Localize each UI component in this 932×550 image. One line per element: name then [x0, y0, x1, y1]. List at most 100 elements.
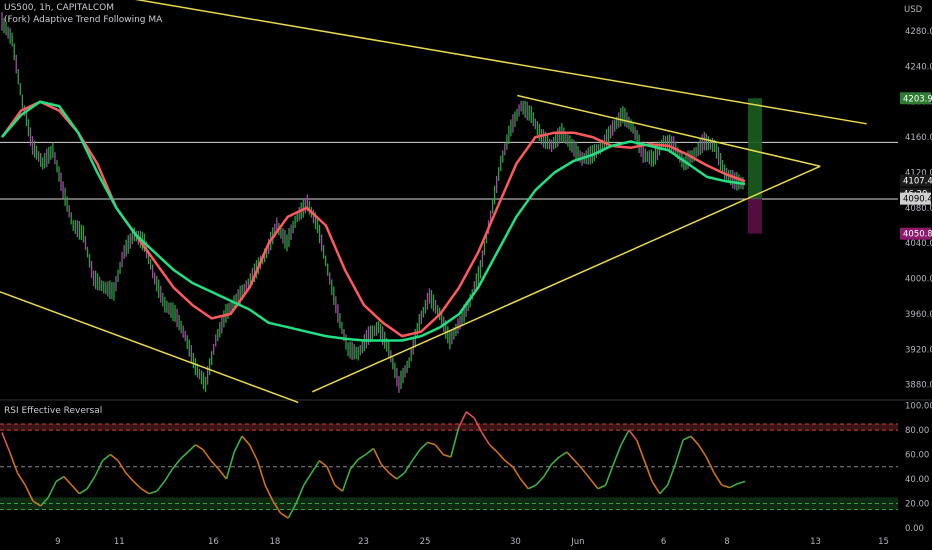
- rsi-segment: [434, 444, 444, 456]
- price-tick-label: 4120.0: [905, 168, 932, 178]
- time-tick-label: 15: [878, 537, 889, 547]
- trendline-triangle_top: [517, 94, 821, 168]
- rsi-segment: [465, 411, 475, 419]
- rsi-segment: [597, 484, 607, 490]
- rsi-segment: [635, 439, 646, 461]
- target-price-label: 4203.9: [900, 92, 932, 105]
- rsi-segment: [450, 427, 460, 458]
- long-target-zone: [748, 98, 762, 199]
- rsi-segment: [427, 441, 436, 446]
- rsi-segment: [55, 475, 65, 483]
- rsi-tick-label: 60.00: [905, 451, 929, 461]
- rsi-segment: [47, 481, 57, 498]
- rsi-tick-label: 40.00: [905, 475, 929, 485]
- rsi-segment: [280, 512, 289, 519]
- rsi-segment: [489, 444, 498, 453]
- trendline-upper_channel: [134, 0, 867, 125]
- rsi-segment: [125, 472, 135, 482]
- time-tick-label: 9: [55, 537, 60, 547]
- rsi-segment: [32, 500, 42, 507]
- rsi-segment: [187, 444, 197, 453]
- rsi-segment: [210, 460, 220, 470]
- trendlines: [0, 0, 867, 404]
- trendline-triangle_bottom: [311, 165, 821, 393]
- rsi-segment: [248, 444, 259, 462]
- rsi-segment: [326, 466, 336, 486]
- rsi-segment: [473, 417, 483, 433]
- rsi-segment: [442, 453, 452, 458]
- rsi-segment: [403, 460, 413, 474]
- rsi-segment: [117, 460, 127, 474]
- price-tick-label: 3920.0: [905, 345, 932, 355]
- rsi-segment: [589, 478, 599, 490]
- moving-averages: [0, 100, 746, 342]
- rsi-segment: [651, 481, 661, 495]
- position-zones: [748, 98, 762, 234]
- rsi-segment: [109, 453, 119, 462]
- time-axis[interactable]: 9 11 16 18 23 25 30 Jun 6 8 13 15: [55, 537, 889, 547]
- rsi-segment: [620, 429, 630, 446]
- rsi-segment: [16, 472, 26, 486]
- rsi-segment: [133, 480, 142, 490]
- rsi-segment: [334, 484, 344, 492]
- rsi-segment: [287, 503, 297, 519]
- time-tick-label: Jun: [570, 537, 584, 547]
- rsi-segment: [643, 460, 653, 482]
- rsi-title: RSI Effective Reversal: [4, 406, 103, 416]
- rsi-segment: [357, 453, 367, 461]
- price-tick-label: 4080.0: [905, 204, 932, 214]
- rsi-segment: [558, 451, 568, 458]
- price-tick-label: 4160.0: [905, 133, 932, 143]
- grid: [0, 141, 932, 401]
- rsi-segment: [8, 451, 19, 474]
- rsi-segment: [195, 444, 204, 451]
- rsi-segment: [295, 484, 305, 504]
- time-tick-label: 16: [208, 537, 219, 547]
- rsi-segment: [396, 472, 405, 480]
- rsi-segment: [628, 429, 638, 441]
- rsi-segment: [78, 488, 88, 495]
- rsi-tick-label: 100.00: [905, 402, 932, 412]
- rsi-segment: [419, 441, 429, 451]
- rsi-segment: [550, 456, 560, 465]
- rsi-segment: [411, 449, 421, 462]
- rsi-segment: [721, 484, 730, 489]
- rsi-segment: [218, 468, 228, 480]
- price-tick-label: 3960.0: [905, 310, 932, 320]
- rsi-segment: [566, 451, 576, 462]
- rsi-segment: [535, 476, 545, 486]
- rsi-segment: [148, 490, 158, 495]
- ma-bear-line: [0, 100, 746, 338]
- rsi-segment: [86, 476, 96, 490]
- rsi-segment: [612, 444, 622, 465]
- rsi-segment: [171, 458, 181, 470]
- trendline-lower_channel: [0, 291, 299, 404]
- rsi-segment: [666, 464, 677, 486]
- rsi-segment: [581, 468, 591, 480]
- time-tick-label: 18: [270, 537, 281, 547]
- rsi-segment: [527, 484, 537, 490]
- price-axis[interactable]: USD4280.04240.04200.04160.04120.04080.04…: [904, 5, 932, 534]
- rsi-segment: [543, 463, 553, 477]
- symbol-title: US500, 1h, CAPITALCOM: [4, 3, 114, 13]
- target-price-label-bg: [900, 92, 931, 105]
- current-price-label-bg: [900, 174, 931, 187]
- rsi-segment: [179, 451, 189, 461]
- rsi-segment: [264, 484, 274, 502]
- rsi-segment: [341, 468, 352, 492]
- rsi-segment: [40, 496, 50, 507]
- rsi-segment: [737, 480, 746, 485]
- rsi-segment: [365, 447, 374, 456]
- rsi-segment: [241, 435, 251, 446]
- rsi-segment: [156, 480, 166, 492]
- time-tick-label: 25: [420, 537, 431, 547]
- current-price-label: 4107.4: [900, 174, 932, 187]
- rsi-segment: [697, 444, 707, 458]
- rsi-segment: [504, 460, 514, 468]
- rsi-segment: [674, 439, 684, 465]
- rsi-segment: [310, 460, 320, 474]
- rsi-segment: [303, 472, 313, 486]
- ma-bull-line: [1, 100, 746, 342]
- rsi-segment: [256, 460, 266, 486]
